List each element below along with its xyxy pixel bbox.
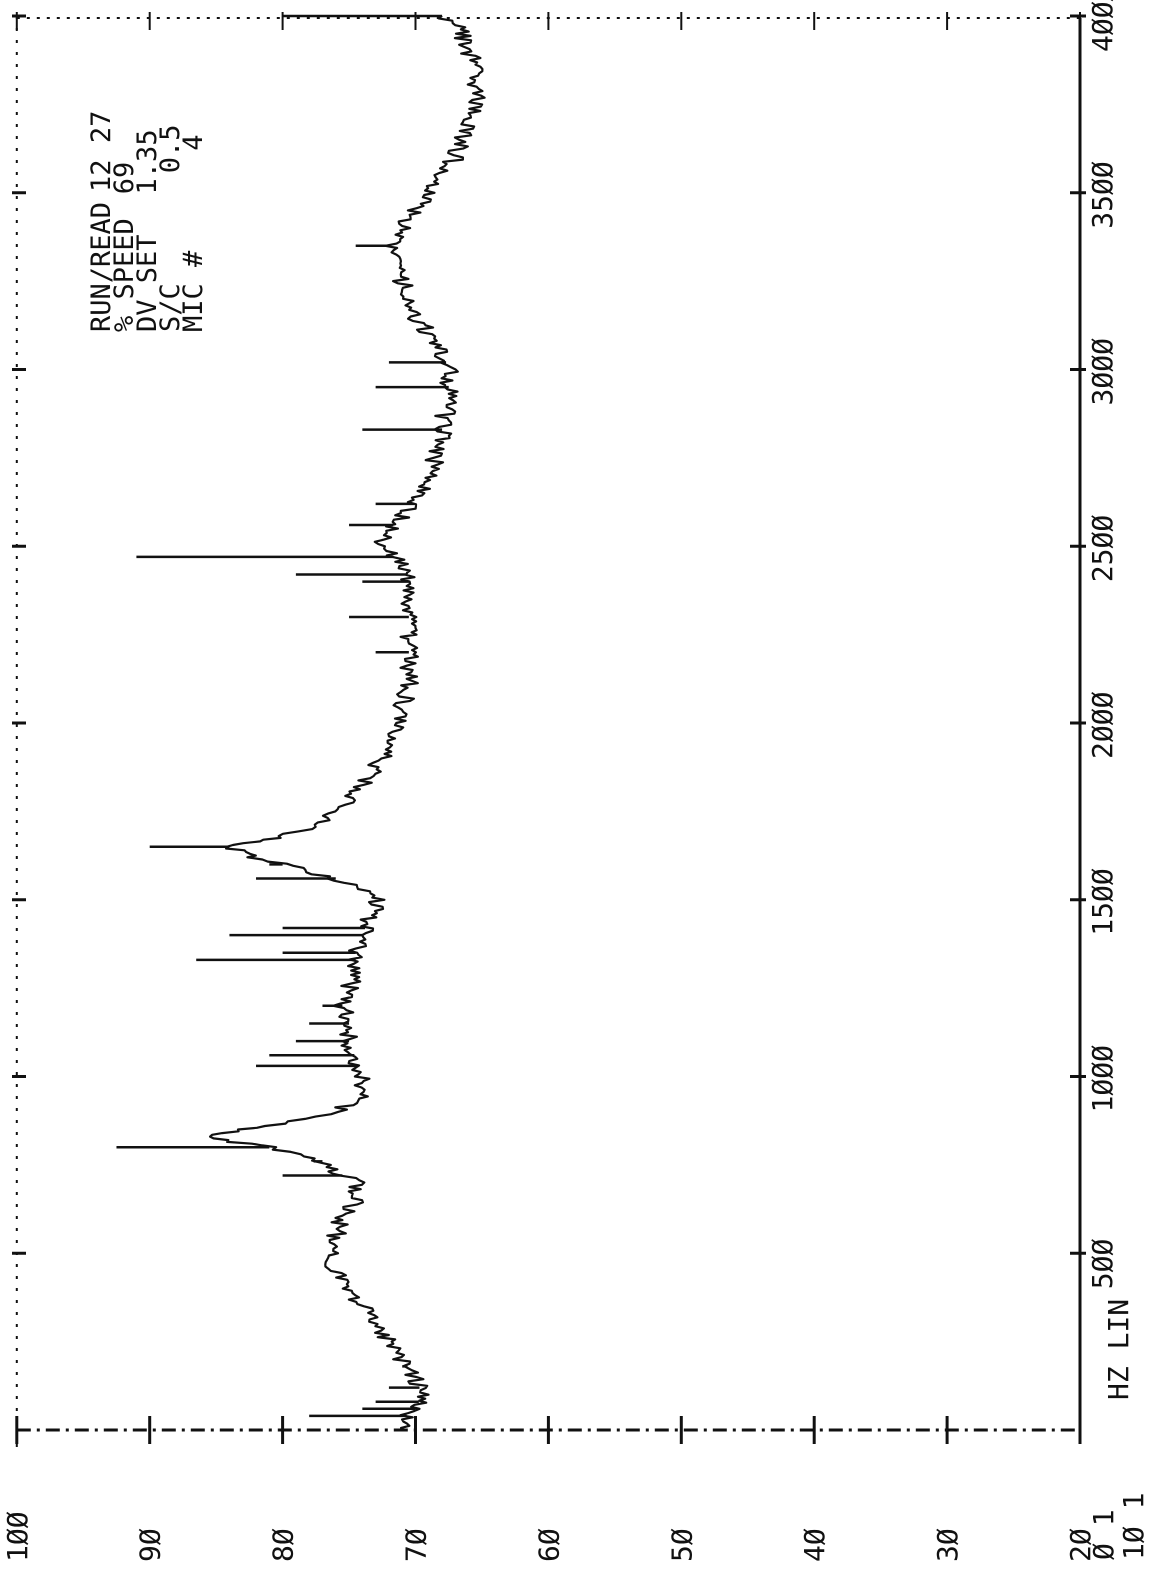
y-tick-label-group: 2Ø — [1064, 1528, 1097, 1562]
x-tick-label-group: 25ØØ — [1086, 515, 1119, 583]
spectrum-line — [209, 15, 486, 1431]
y-tick-label: 2Ø — [1064, 1528, 1097, 1562]
y-tick-label-group: 7Ø — [400, 1528, 433, 1562]
y-tick-label-group: 4Ø — [798, 1528, 831, 1562]
x-axis-unit-label: HZ LIN — [1102, 1299, 1135, 1400]
x-tick-label-group: 4ØØØ — [1086, 0, 1119, 52]
x-tick-label: 1ØØØ — [1086, 1045, 1119, 1113]
y-tick-label: 3Ø — [931, 1528, 964, 1562]
y-tick-label: 8Ø — [267, 1528, 300, 1562]
y-tick-label-group: 9Ø — [134, 1528, 167, 1562]
x-tick-label: 2ØØØ — [1086, 691, 1119, 759]
y-tick-label: 7Ø — [400, 1528, 433, 1562]
y-tick-label: 4Ø — [798, 1528, 831, 1562]
x-tick-label: 4ØØØ — [1086, 0, 1119, 52]
y-tick-label-group: 3Ø — [931, 1528, 964, 1562]
x-tick-label: 35ØØ — [1086, 161, 1119, 229]
x-unit-label-group: HZ LIN — [1102, 1299, 1135, 1400]
plot-frame — [15, 16, 1082, 1452]
spike-marks — [116, 14, 449, 1418]
x-tick-label: 15ØØ — [1086, 868, 1119, 936]
x-tick-label: 5ØØ — [1086, 1239, 1119, 1290]
x-tick-label-group: 3ØØØ — [1086, 338, 1119, 406]
x-tick-label-group: 35ØØ — [1086, 161, 1119, 229]
run-parameters: RUN/READ12 27 % SPEED69 DV SET1.35 S/C0.… — [86, 111, 209, 332]
y-tick-label: 1ØØ — [1, 1511, 34, 1562]
x-tick-label: 25ØØ — [1086, 515, 1119, 583]
x-tick-label: 3ØØØ — [1086, 338, 1119, 406]
header-line-5: MIC #4 — [178, 134, 209, 332]
header-line-3: DV SET1.35 — [132, 129, 163, 332]
y-tick-label-group: 6Ø — [532, 1528, 565, 1562]
x-tick-label-group: 2ØØØ — [1086, 691, 1119, 759]
y-tick-label: 6Ø — [532, 1528, 565, 1562]
header-line-2: % SPEED69 — [109, 162, 140, 332]
y-tick-label-group: 1ØØ — [1, 1511, 34, 1562]
y-tick-label: 9Ø — [134, 1528, 167, 1562]
y-axis-ticks: 1ØØ 9Ø 8Ø 7Ø 6Ø 5Ø 4Ø 3Ø 2Ø — [1, 12, 1097, 1562]
header-line-1: RUN/READ12 27 — [86, 111, 117, 332]
x-scale-note-2: 1Ø 1 — [1117, 1493, 1150, 1560]
y-tick-label-group: 8Ø — [267, 1528, 300, 1562]
x-tick-label-group: 15ØØ — [1086, 868, 1119, 936]
x-axis-ticks: 5ØØ 1ØØØ 15ØØ 2ØØØ 25ØØ 3ØØØ 35ØØ 4ØØØ — [12, 0, 1119, 1289]
x-tick-label-group: 5ØØ — [1086, 1239, 1119, 1290]
x-scale-note-1: Ø 1 — [1087, 1509, 1120, 1560]
x-scale-note-group: Ø 1 1Ø 1 — [1087, 1493, 1150, 1560]
header-line-4: S/C0.5 — [155, 124, 186, 332]
spectrum-trace — [209, 15, 486, 1431]
y-tick-label: 5Ø — [665, 1528, 698, 1562]
x-tick-label-group: 1ØØØ — [1086, 1045, 1119, 1113]
y-tick-label-group: 5Ø — [665, 1528, 698, 1562]
